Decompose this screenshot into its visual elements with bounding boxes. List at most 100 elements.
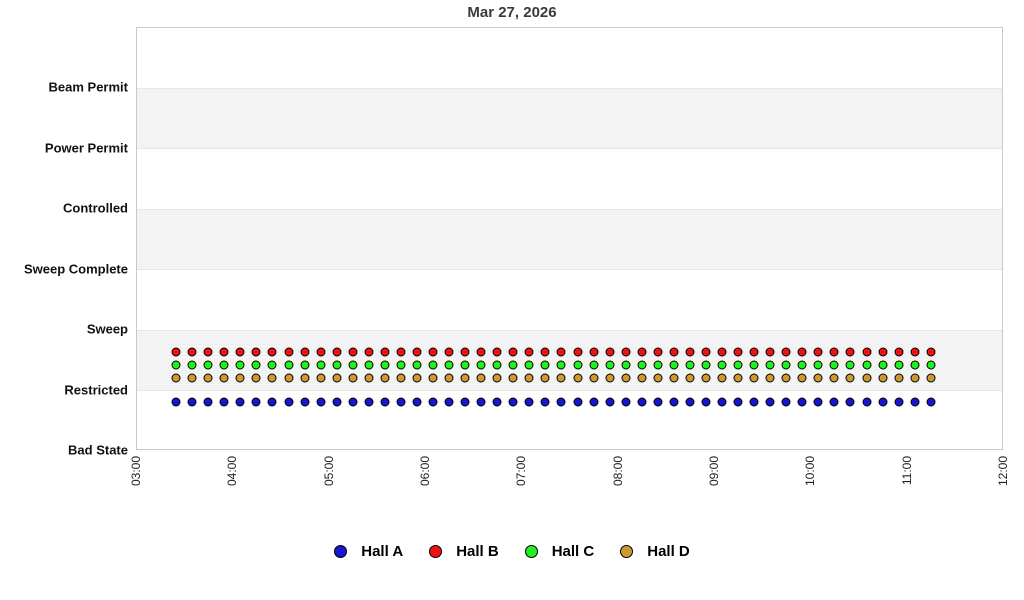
data-point [364,360,374,370]
data-point [878,373,888,383]
data-point [203,347,213,357]
data-point [862,360,872,370]
data-point [316,397,326,407]
data-point [284,397,294,407]
data-point [781,347,791,357]
legend-item-hall-c[interactable]: Hall C [524,543,595,560]
data-point [540,360,550,370]
data-point [300,347,310,357]
data-point [235,360,245,370]
data-point [765,397,775,407]
data-point [251,347,261,357]
data-point [749,397,759,407]
y-axis-label: Sweep [86,321,128,337]
data-point [910,373,920,383]
data-point [845,373,855,383]
data-point [187,347,197,357]
x-axis-label: 11:00 [899,456,914,486]
data-point [749,373,759,383]
data-point [701,373,711,383]
data-point [300,397,310,407]
data-point [926,347,936,357]
data-point [765,360,775,370]
data-point [332,397,342,407]
data-point [428,347,438,357]
data-point [380,397,390,407]
data-point [813,373,823,383]
data-point [637,397,647,407]
data-point [444,347,454,357]
data-point [781,373,791,383]
data-point [524,360,534,370]
data-point [813,360,823,370]
data-point [348,373,358,383]
data-point [637,360,647,370]
legend: Hall A Hall B Hall C Hall D [0,543,1024,560]
shaded-band [137,330,1002,391]
x-axis-label: 12:00 [996,456,1010,487]
data-point [540,397,550,407]
data-point [203,360,213,370]
data-point [621,373,631,383]
data-point [894,373,904,383]
data-point [797,373,807,383]
data-point [508,360,518,370]
data-point [171,397,181,407]
data-point [701,347,711,357]
y-axis-label: Power Permit [44,140,128,156]
legend-item-hall-a[interactable]: Hall A [334,543,403,560]
data-point [733,360,743,370]
data-point [444,397,454,407]
data-point [829,347,839,357]
data-point [267,347,277,357]
data-point [348,360,358,370]
data-point [219,347,229,357]
data-point [300,360,310,370]
data-point [589,347,599,357]
data-point [428,360,438,370]
data-point [605,360,615,370]
data-point [444,373,454,383]
data-point [187,360,197,370]
data-point [364,397,374,407]
x-axis-label: 06:00 [418,456,432,487]
data-point [508,397,518,407]
data-point [637,347,647,357]
data-point [380,360,390,370]
shaded-band [137,209,1002,270]
data-point [380,347,390,357]
data-point [926,360,936,370]
data-point [717,360,727,370]
data-point [669,360,679,370]
data-point [878,347,888,357]
data-point [444,360,454,370]
data-point [845,397,855,407]
legend-item-hall-b[interactable]: Hall B [429,543,499,560]
data-point [556,373,566,383]
legend-label-hall-c: Hall C [551,543,595,560]
data-point [251,360,261,370]
data-point [862,373,872,383]
data-point [701,397,711,407]
data-point [894,347,904,357]
hall-a-marker-icon [334,545,348,558]
x-axis-label: 07:00 [514,456,529,487]
data-point [348,397,358,407]
y-axis-label: Restricted [64,382,128,398]
data-point [845,360,855,370]
data-point [540,347,550,357]
y-axis-label: Sweep Complete [23,261,128,277]
data-point [219,373,229,383]
data-point [171,373,181,383]
legend-item-hall-d[interactable]: Hall D [620,543,690,560]
data-point [267,397,277,407]
data-point [749,360,759,370]
data-point [589,373,599,383]
data-point [845,347,855,357]
data-point [733,397,743,407]
data-point [219,360,229,370]
data-point [492,360,502,370]
data-point [492,373,502,383]
data-point [460,373,470,383]
